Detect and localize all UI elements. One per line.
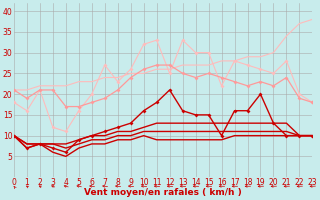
X-axis label: Vent moyen/en rafales ( km/h ): Vent moyen/en rafales ( km/h ) <box>84 188 242 197</box>
